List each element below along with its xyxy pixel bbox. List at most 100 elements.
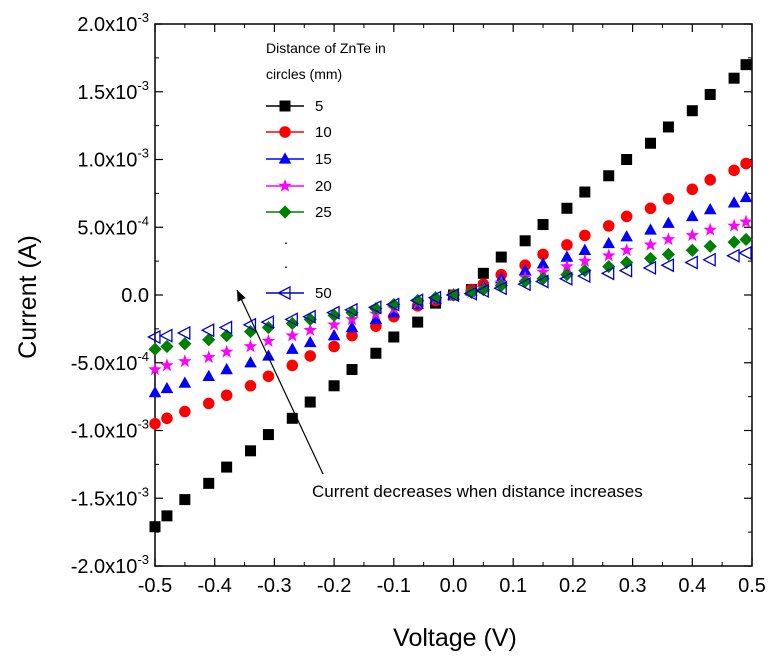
data-point bbox=[464, 285, 479, 299]
data-point bbox=[427, 290, 442, 305]
data-point bbox=[475, 283, 489, 299]
data-point bbox=[519, 235, 531, 247]
data-point bbox=[218, 320, 233, 335]
x-tick-label: -0.4 bbox=[197, 575, 231, 597]
data-point bbox=[146, 329, 161, 345]
data-point bbox=[161, 510, 173, 522]
x-tick-label: -0.2 bbox=[317, 575, 351, 597]
data-point bbox=[178, 354, 192, 368]
data-point bbox=[602, 259, 616, 274]
data-point bbox=[178, 337, 192, 351]
data-point bbox=[327, 317, 341, 331]
data-point bbox=[661, 247, 676, 261]
data-point bbox=[302, 309, 316, 324]
data-point bbox=[202, 397, 215, 410]
data-point bbox=[243, 324, 258, 339]
data-point bbox=[561, 239, 573, 251]
data-point bbox=[326, 305, 340, 320]
data-point bbox=[686, 183, 699, 196]
data-point bbox=[387, 297, 401, 312]
data-point bbox=[370, 347, 382, 359]
data-point bbox=[727, 196, 741, 208]
data-point bbox=[703, 203, 717, 215]
data-point bbox=[739, 190, 753, 203]
legend-item-50: 50 bbox=[266, 285, 332, 302]
data-point bbox=[303, 323, 318, 337]
data-point bbox=[303, 335, 317, 348]
data-point bbox=[304, 396, 316, 408]
legend-marker bbox=[278, 178, 292, 192]
data-point bbox=[704, 174, 716, 186]
data-point bbox=[579, 229, 591, 242]
data-point bbox=[176, 325, 191, 341]
data-point bbox=[285, 342, 299, 354]
data-point bbox=[726, 248, 740, 263]
x-tick-label: -0.3 bbox=[257, 575, 291, 597]
data-point bbox=[219, 344, 234, 358]
data-point bbox=[260, 314, 275, 330]
data-point bbox=[686, 105, 698, 117]
x-tick-label: 0.4 bbox=[678, 575, 706, 597]
data-point bbox=[644, 223, 657, 235]
x-tick-label: -0.5 bbox=[138, 575, 172, 597]
data-point bbox=[327, 308, 341, 322]
data-point bbox=[220, 329, 234, 343]
data-point bbox=[621, 154, 633, 165]
y-tick-label: -5.0x10-4 bbox=[71, 349, 149, 375]
data-point bbox=[685, 209, 699, 222]
data-point bbox=[493, 281, 507, 296]
data-point bbox=[158, 328, 173, 343]
legend-ellipsis-dot: . bbox=[284, 255, 288, 272]
data-point bbox=[179, 405, 191, 418]
data-point bbox=[284, 312, 298, 327]
y-tick-label: -2.0x10-3 bbox=[71, 552, 149, 578]
data-point bbox=[704, 88, 716, 100]
data-point bbox=[495, 251, 507, 263]
data-point bbox=[536, 272, 550, 286]
data-point bbox=[261, 333, 276, 347]
data-point bbox=[148, 385, 162, 398]
data-point bbox=[202, 369, 216, 381]
data-point bbox=[662, 216, 675, 228]
data-point bbox=[346, 364, 358, 376]
data-point bbox=[494, 278, 508, 293]
legend-label: 20 bbox=[315, 178, 332, 195]
data-point bbox=[600, 266, 615, 281]
legend-marker bbox=[276, 285, 291, 301]
data-point bbox=[578, 243, 592, 255]
data-point bbox=[262, 429, 274, 441]
data-point bbox=[327, 329, 341, 341]
data-point bbox=[200, 323, 215, 338]
legend-label: 25 bbox=[315, 204, 332, 221]
data-point bbox=[367, 300, 382, 315]
x-tick-label: 0.2 bbox=[559, 575, 587, 597]
y-tick-label: 1.5x10-3 bbox=[77, 78, 149, 104]
ticks: -0.5 -0.4 -0.3 -0.2 -0.1 0.0 0.1 0.2 0.3 0.4 0.5 -2… bbox=[71, 10, 766, 597]
data-point bbox=[477, 267, 489, 279]
x-tick-label: 0.0 bbox=[440, 575, 468, 597]
data-point bbox=[385, 297, 400, 312]
data-point bbox=[645, 137, 657, 149]
data-point bbox=[685, 243, 699, 257]
data-point bbox=[703, 239, 717, 253]
series-50 bbox=[146, 245, 752, 345]
data-point bbox=[537, 248, 549, 261]
data-point bbox=[537, 219, 549, 231]
annotation-text: Current decreases when distance increase… bbox=[312, 482, 643, 501]
data-point bbox=[411, 293, 425, 308]
legend-marker bbox=[279, 126, 291, 138]
data-point bbox=[463, 286, 478, 301]
data-point bbox=[728, 72, 740, 84]
data-point bbox=[728, 164, 740, 177]
data-point bbox=[262, 370, 275, 383]
x-axis-title: Voltage (V) bbox=[393, 624, 517, 652]
data-point bbox=[161, 412, 173, 425]
data-point bbox=[603, 170, 615, 182]
legend-label: 10 bbox=[315, 124, 332, 141]
annotation-arrow-line bbox=[236, 289, 324, 475]
y-tick-label: 1.0x10-3 bbox=[77, 146, 149, 172]
legend-label: 5 bbox=[315, 98, 323, 115]
data-point bbox=[517, 277, 531, 292]
legend-label: 15 bbox=[315, 151, 332, 168]
